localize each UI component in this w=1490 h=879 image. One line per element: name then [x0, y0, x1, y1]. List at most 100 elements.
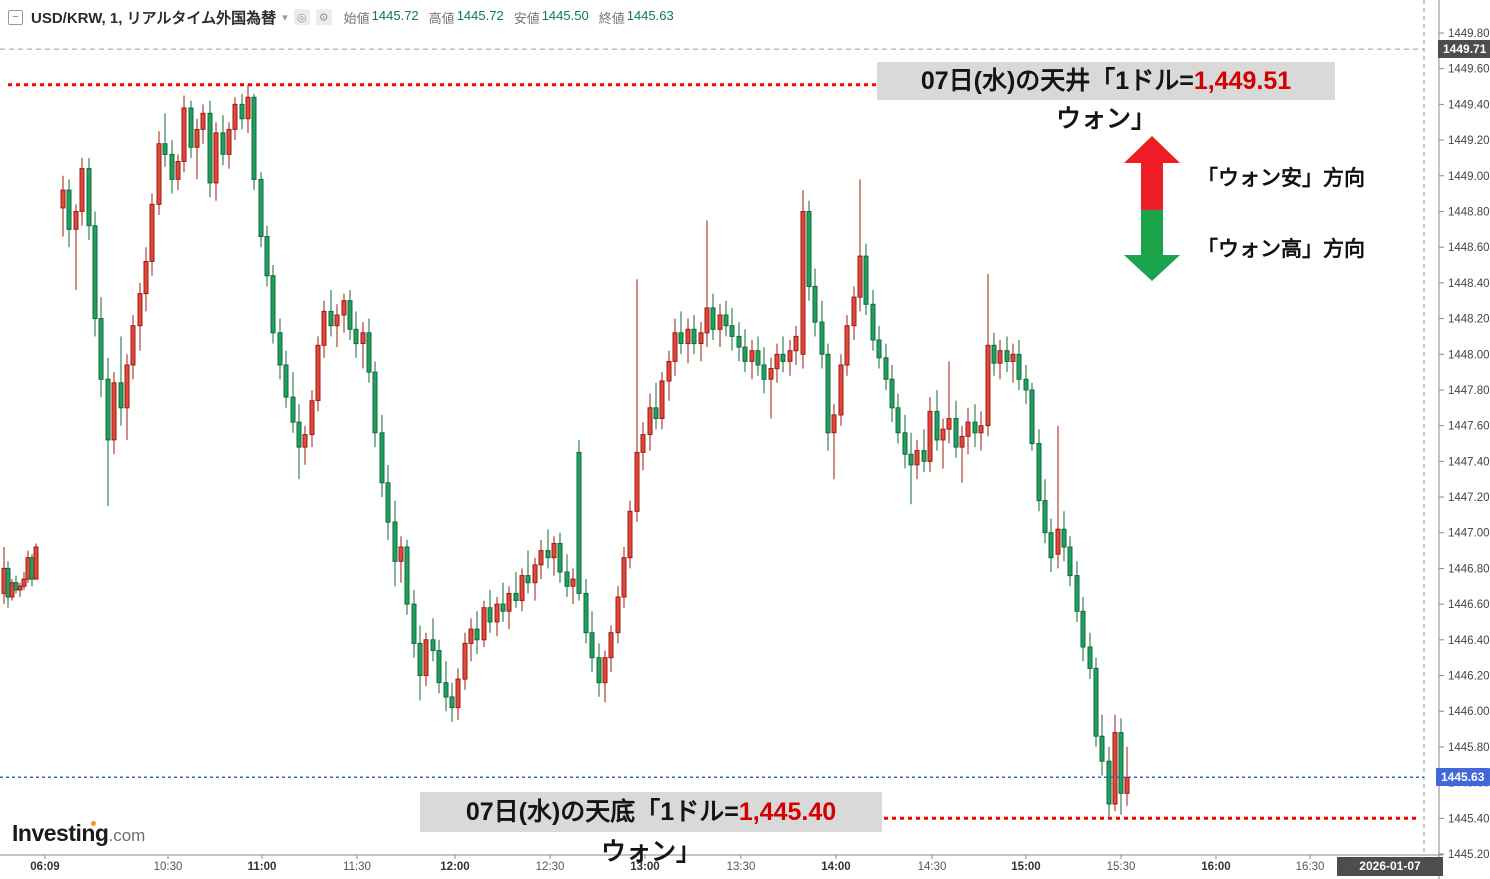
candle-body [66, 189, 72, 230]
candle-body [914, 450, 920, 466]
candle-body [1, 567, 7, 594]
candle-body [29, 557, 35, 580]
won-strong-direction-label: 「ウォン高」方向 [1197, 238, 1365, 261]
candle-body [532, 564, 538, 584]
candle-body [60, 189, 66, 209]
candle-body [251, 96, 257, 180]
candle-body [736, 335, 742, 348]
candle-body [876, 339, 882, 359]
candle-body [965, 421, 971, 437]
candle-body [347, 300, 353, 330]
candle-body [118, 382, 124, 409]
candle-body [436, 650, 442, 684]
candle-body [1080, 610, 1086, 648]
candle-body [972, 421, 978, 434]
collapse-button[interactable]: − [8, 9, 23, 25]
candle-body [870, 303, 876, 341]
candle-body [411, 603, 417, 644]
price-tick-label: 1448.80 [1448, 206, 1490, 218]
price-tick-label: 1445.40 [1448, 813, 1490, 825]
open-label: 始値 [343, 10, 370, 26]
candle-body [985, 344, 991, 427]
investing-logo: Investing .com [12, 820, 145, 847]
candle-body [953, 418, 959, 448]
price-tick-label: 1446.80 [1448, 563, 1490, 575]
candle-body [844, 325, 850, 366]
candle-body [443, 682, 449, 698]
candle-body [417, 642, 423, 677]
candle-body [1124, 776, 1130, 794]
chart-header: − USD/KRW, 1, リアルタイム外国為替 ▾ ◎ ⚙ 始値 1445.72… [8, 7, 674, 27]
candle-body [366, 332, 372, 373]
candle-body [474, 628, 480, 641]
candle-body [328, 310, 334, 327]
candle-body [194, 128, 200, 148]
candle-body [1029, 389, 1035, 444]
candle-body [921, 450, 927, 462]
candle-body [608, 632, 614, 659]
candle-body [831, 414, 837, 434]
candle-body [392, 521, 398, 562]
time-label: 12:30 [536, 861, 565, 873]
candle-body [258, 178, 264, 237]
time-label: 06:09 [30, 861, 59, 873]
chevron-down-icon[interactable]: ▾ [282, 11, 288, 24]
floor-annotation-text: 07日(水)の天底「1ドル= [465, 798, 739, 826]
candle-body [277, 332, 283, 366]
candle-body [200, 112, 206, 130]
candle-body [640, 434, 646, 453]
settings-gear-icon[interactable]: ⚙ [315, 9, 332, 25]
candle-body [111, 382, 117, 441]
price-tick-label: 1445.80 [1448, 742, 1490, 754]
low-label: 安値 [513, 10, 540, 26]
session-high-badge: 1449.71 [1438, 40, 1490, 59]
candle-body [33, 546, 39, 580]
candle-body [653, 407, 659, 419]
floor-annotation: 07日(水)の天底「1ドル=1,445.40 ウォン」 [420, 792, 882, 866]
candle-body [1023, 378, 1029, 391]
time-label: 11:00 [248, 861, 277, 873]
price-tick-label: 1446.00 [1448, 706, 1490, 718]
candle-body [768, 368, 774, 380]
ceiling-annotation-text: 07日(水)の天井「1ドル= [920, 67, 1194, 95]
candle-body [232, 103, 238, 130]
candle-body [787, 350, 793, 362]
ohlc-readout: 始値 1445.72 高値 1445.72 安値 1445.50 終値 1445.63 [344, 8, 674, 27]
candle-body [86, 168, 92, 227]
time-label: 16:00 [1201, 861, 1230, 873]
won-weak-up-arrow-icon [1124, 136, 1180, 210]
candle-body [309, 400, 315, 436]
candle-body [1055, 528, 1061, 555]
candle-body [506, 592, 512, 612]
price-tick-label: 1448.40 [1448, 278, 1490, 290]
candle-body [341, 300, 347, 316]
candle-body [25, 557, 31, 580]
time-label: 14:00 [821, 861, 850, 873]
price-tick-label: 1447.40 [1448, 456, 1490, 468]
candle-body [423, 639, 429, 676]
candle-body [895, 407, 901, 434]
price-tick-label: 1446.40 [1448, 635, 1490, 647]
low-value: 1445.50 [541, 7, 589, 23]
candle-body [1004, 350, 1010, 362]
candle-body [360, 332, 366, 344]
investing-logo-suffix: .com [108, 826, 146, 845]
candle-body [978, 425, 984, 434]
candle-body [589, 632, 595, 659]
candle-body [149, 203, 155, 262]
candle-body [883, 357, 889, 380]
candle-body [79, 168, 85, 212]
candle-body [1042, 500, 1048, 534]
candle-body [551, 542, 557, 559]
candle-body [615, 596, 621, 634]
candle-body [812, 285, 818, 323]
candle-body [806, 211, 812, 287]
candle-body [5, 567, 11, 598]
candle-body [570, 578, 576, 587]
visibility-icon[interactable]: ◎ [293, 9, 310, 25]
candle-body [1016, 353, 1022, 380]
candle-body [602, 657, 608, 684]
candle-body [576, 451, 582, 594]
price-tick-label: 1446.20 [1448, 671, 1490, 683]
